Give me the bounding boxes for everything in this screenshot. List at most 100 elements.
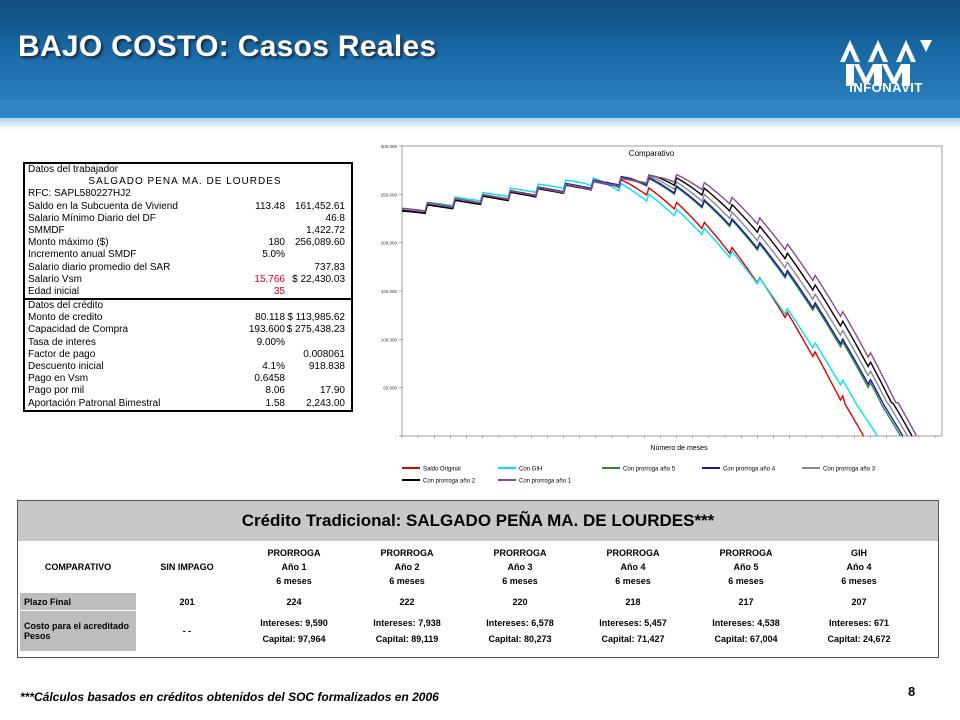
column-header: PRORROGA xyxy=(380,548,434,558)
table-cell: PRORROGA Año 2 6 meses xyxy=(351,542,463,592)
table-cell: Costo para el acreditado Pesos xyxy=(20,611,136,651)
legend-label: Con prorroga año 1 xyxy=(519,479,572,485)
row-label: RFC: SAPL580227HJ2 xyxy=(28,188,131,200)
row-label: Costo para el acreditado Pesos xyxy=(24,621,130,641)
column-header: 6 meses xyxy=(276,576,312,586)
table-row: RFC: SAPL580227HJ2 xyxy=(25,188,351,200)
plazo-value: 220 xyxy=(512,596,528,607)
header-bar xyxy=(0,0,960,118)
table-row: Salario diario promedio del SAR 737.83 xyxy=(25,262,351,274)
plazo-value: 224 xyxy=(286,596,302,607)
row-label: Tasa de interes xyxy=(28,336,96,348)
table-cell: 217 xyxy=(690,593,802,610)
table-row: Monto máximo ($) 180 256,089.60 xyxy=(25,237,351,249)
row-label: Pago por mil xyxy=(28,385,85,397)
column-header: GIH xyxy=(850,548,867,558)
row-label: Monto de credito xyxy=(28,312,103,324)
worker-data-table: Datos del trabajador SALGADO PEÑA MA. DE… xyxy=(23,162,353,412)
column-header: COMPARATIVO xyxy=(44,562,112,572)
row-value-2: $ 22,430.03 xyxy=(292,273,345,285)
capital-value: Capital: 89,119 xyxy=(375,634,439,644)
row-value-2: 256,089.60 xyxy=(294,237,345,249)
table-cell: PRORROGA Año 5 6 meses xyxy=(690,542,802,592)
table-cell: Intereses: 7,938 Capital: 89,119 xyxy=(351,611,463,651)
y-tick-label: 250,000 xyxy=(381,192,398,197)
legend-label: Con GIH xyxy=(519,467,542,473)
table-cell: PRORROGA Año 3 6 meses xyxy=(464,542,576,592)
row-value-1: 15.766 xyxy=(254,273,285,285)
y-tick-label: 300,000 xyxy=(381,144,398,149)
row-value-2: 1,422.72 xyxy=(306,224,345,236)
table-row: Pago por mil 8.06 17.90 xyxy=(25,385,351,397)
section-title-credit: Datos del crédito xyxy=(25,298,351,312)
chart-title: Comparativo xyxy=(629,149,675,158)
table-cell: PRORROGA Año 1 6 meses xyxy=(238,542,350,592)
column-header: 6 meses xyxy=(502,576,538,586)
y-tick-label: - xyxy=(396,434,398,439)
table-cell: 222 xyxy=(351,593,463,610)
page-title: BAJO COSTO: Casos Reales xyxy=(18,30,437,63)
row-value-1: 35 xyxy=(273,285,285,297)
table-cell: 224 xyxy=(238,593,350,610)
row-label: Capacidad de Compra xyxy=(28,324,129,336)
table-cell: Intereses: 9,590 Capital: 97,964 xyxy=(238,611,350,651)
row-value-2: 737.83 xyxy=(314,261,345,273)
row-value-1: 80.118 xyxy=(255,312,285,324)
column-header: Año 1 xyxy=(281,562,307,572)
column-header: Año 3 xyxy=(507,562,533,572)
table-cell: Intereses: 4,538 Capital: 67,004 xyxy=(690,611,802,651)
column-header: PRORROGA xyxy=(719,548,773,558)
table-row: Salario Mínimo Diario del DF 46.8 xyxy=(25,213,351,225)
column-header: 6 meses xyxy=(841,576,877,586)
table-row: Pago en Vsm 0.6458 xyxy=(25,373,351,385)
row-label: Salario diario promedio del SAR xyxy=(28,261,171,273)
row-label: Salario Vsm xyxy=(28,273,82,285)
table-cell: COMPARATIVO xyxy=(20,542,136,592)
worker-name-row: SALGADO PEÑA MA. DE LOURDES xyxy=(25,176,351,188)
row-value-1: 8.06 xyxy=(265,385,285,397)
row-value-1: 4.1% xyxy=(262,361,285,372)
table-row: Monto de credito 80.118 $ 113,985.62 xyxy=(25,312,351,324)
row-value-2: $ 113,985.62 xyxy=(287,312,345,324)
table-row: SMMDF 1,422.72 xyxy=(25,225,351,237)
row-value-2: 46.8 xyxy=(325,212,345,224)
comparison-title: Crédito Tradicional: SALGADO PEÑA MA. DE… xyxy=(18,501,938,541)
plazo-value: 218 xyxy=(625,596,641,607)
row-label: Salario Mínimo Diario del DF xyxy=(28,212,156,224)
row-label: Monto máximo ($) xyxy=(28,237,109,249)
plazo-value: 207 xyxy=(851,596,867,607)
y-tick-label: 100,000 xyxy=(381,337,398,342)
row-label: Pago en Vsm xyxy=(28,373,89,385)
row-value-1: 193.600 xyxy=(248,324,285,336)
legend-label: Con prorroga año 4 xyxy=(723,467,776,473)
interest-value: - - xyxy=(182,626,192,636)
interest-value: Intereses: 4,538 xyxy=(712,618,780,628)
infonavit-logo-icon xyxy=(840,40,932,86)
column-header: Año 4 xyxy=(620,562,646,572)
capital-value: Capital: 80,273 xyxy=(488,634,552,644)
table-row: Tasa de interes 9.00% xyxy=(25,337,351,349)
capital-value: Capital: 97,964 xyxy=(262,634,326,644)
table-cell: GIH Año 4 6 meses xyxy=(803,542,915,592)
worker-rows: RFC: SAPL580227HJ2 Saldo en la Subcuenta … xyxy=(25,188,351,298)
table-cell: Intereses: 5,457 Capital: 71,427 xyxy=(577,611,689,651)
table-row: Descuento inicial 4.1% 918.838 xyxy=(25,361,351,373)
y-tick-label: 50,000 xyxy=(383,386,397,391)
page-number: 8 xyxy=(908,684,916,699)
x-axis-label: Número de meses xyxy=(650,445,708,452)
table-row: Factor de pago 0.008061 xyxy=(25,349,351,361)
row-value-2: 161,452.61 xyxy=(294,200,345,212)
section-title-worker: Datos del trabajador xyxy=(25,164,351,176)
worker-name: SALGADO PEÑA MA. DE LOURDES xyxy=(88,176,282,188)
table-row: Plazo Final 201 224 222 220 218 217 207 xyxy=(20,593,915,610)
row-value-2: $ 275,438.23 xyxy=(286,324,345,336)
table-cell: SIN IMPAGO xyxy=(137,542,237,592)
row-value-1: 113.48 xyxy=(255,200,285,212)
row-label: Edad inicial xyxy=(28,285,80,297)
series-line xyxy=(401,173,918,437)
table-row: Capacidad de Compra 193.600 $ 275,438.23 xyxy=(25,324,351,336)
row-label: Saldo en la Subcuenta de Viviend xyxy=(28,200,178,212)
interest-value: Intereses: 6,578 xyxy=(486,618,554,628)
plazo-value: 222 xyxy=(399,596,415,607)
row-label: Factor de pago xyxy=(28,348,96,360)
